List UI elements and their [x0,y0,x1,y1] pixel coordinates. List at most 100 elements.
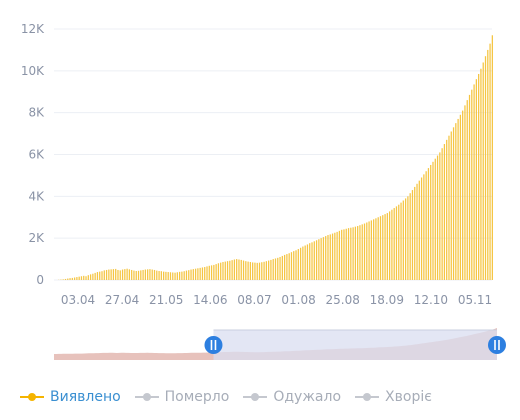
bar[interactable] [258,262,261,280]
bar[interactable] [156,270,158,280]
bar[interactable] [286,254,288,280]
bar[interactable] [163,271,165,280]
bar[interactable] [222,262,224,280]
bar[interactable] [142,269,144,280]
bar[interactable] [290,252,293,280]
bar[interactable] [112,269,115,280]
bar[interactable] [357,226,359,280]
bar[interactable] [249,262,252,280]
bar[interactable] [83,275,85,280]
bar[interactable] [377,217,379,280]
bar[interactable] [119,270,121,280]
bar[interactable] [206,266,208,280]
bar[interactable] [293,251,295,280]
bar[interactable] [199,267,201,280]
bar[interactable] [478,73,480,280]
bar[interactable] [101,271,103,280]
bar[interactable] [279,256,281,280]
bar[interactable] [313,241,315,280]
bar[interactable] [309,243,311,280]
bar[interactable] [153,269,156,280]
bar[interactable] [263,261,265,280]
bar[interactable] [379,216,382,280]
bar[interactable] [414,186,416,280]
bar[interactable] [455,123,457,281]
bar[interactable] [117,269,119,280]
bar[interactable] [427,168,430,280]
bar[interactable] [295,250,297,280]
bar[interactable] [73,277,76,280]
bar[interactable] [354,226,357,280]
bar[interactable] [183,271,185,280]
bar[interactable] [247,261,249,280]
bar[interactable] [231,260,233,280]
bar[interactable] [144,269,146,280]
bar[interactable] [386,213,388,280]
legend-item-detected[interactable]: Виявлено [20,388,121,406]
bar[interactable] [462,110,464,280]
bar[interactable] [420,177,423,280]
bar[interactable] [217,263,220,280]
bar[interactable] [468,94,471,280]
bar[interactable] [363,223,366,280]
bar[interactable] [436,155,439,280]
bar[interactable] [373,219,375,280]
bar[interactable] [236,259,238,280]
bar[interactable] [115,268,117,280]
bar[interactable] [94,272,96,280]
bar[interactable] [423,174,425,280]
bar[interactable] [361,224,363,280]
bar[interactable] [336,231,338,280]
bar[interactable] [471,89,473,280]
bar[interactable] [240,259,242,280]
bar[interactable] [304,245,306,280]
bar[interactable] [443,144,446,280]
bar[interactable] [366,222,368,280]
bar[interactable] [133,270,135,280]
bar[interactable] [311,242,313,280]
bar[interactable] [482,62,484,280]
bar[interactable] [439,152,441,280]
navigator-left-handle[interactable] [204,336,223,354]
bar[interactable] [343,229,345,280]
bar[interactable] [103,270,105,280]
bar[interactable] [475,79,477,280]
range-navigator[interactable] [54,328,506,360]
bar[interactable] [430,164,432,280]
bar[interactable] [297,249,299,280]
bar[interactable] [274,258,277,280]
bar[interactable] [204,267,206,280]
bar[interactable] [192,269,194,280]
bar[interactable] [215,264,217,280]
bar[interactable] [210,265,213,280]
bar[interactable] [172,272,174,280]
bar[interactable] [201,267,204,280]
bar[interactable] [409,193,411,280]
legend-item-sick[interactable]: Хворіє [355,388,432,406]
bar[interactable] [452,127,455,280]
bar[interactable] [128,269,131,280]
bar[interactable] [352,227,354,280]
bar[interactable] [108,269,110,280]
bar[interactable] [245,261,247,280]
bar[interactable] [368,221,370,280]
bar[interactable] [329,234,331,280]
bar[interactable] [268,260,270,280]
bar[interactable] [331,233,334,280]
bar[interactable] [388,211,391,280]
bar[interactable] [121,269,124,280]
bar[interactable] [87,275,89,280]
bar[interactable] [194,268,197,280]
handle-knob-icon[interactable] [204,336,223,354]
bar[interactable] [318,239,320,280]
navigator-right-handle[interactable] [488,336,506,354]
bar[interactable] [110,269,112,280]
bar[interactable] [341,229,343,280]
bar[interactable] [185,270,188,280]
bar[interactable] [382,215,384,280]
legend-item-died[interactable]: Померло [134,388,229,406]
bar[interactable] [242,260,245,280]
bar[interactable] [167,272,169,280]
bar[interactable] [350,227,352,280]
bar[interactable] [124,269,126,280]
